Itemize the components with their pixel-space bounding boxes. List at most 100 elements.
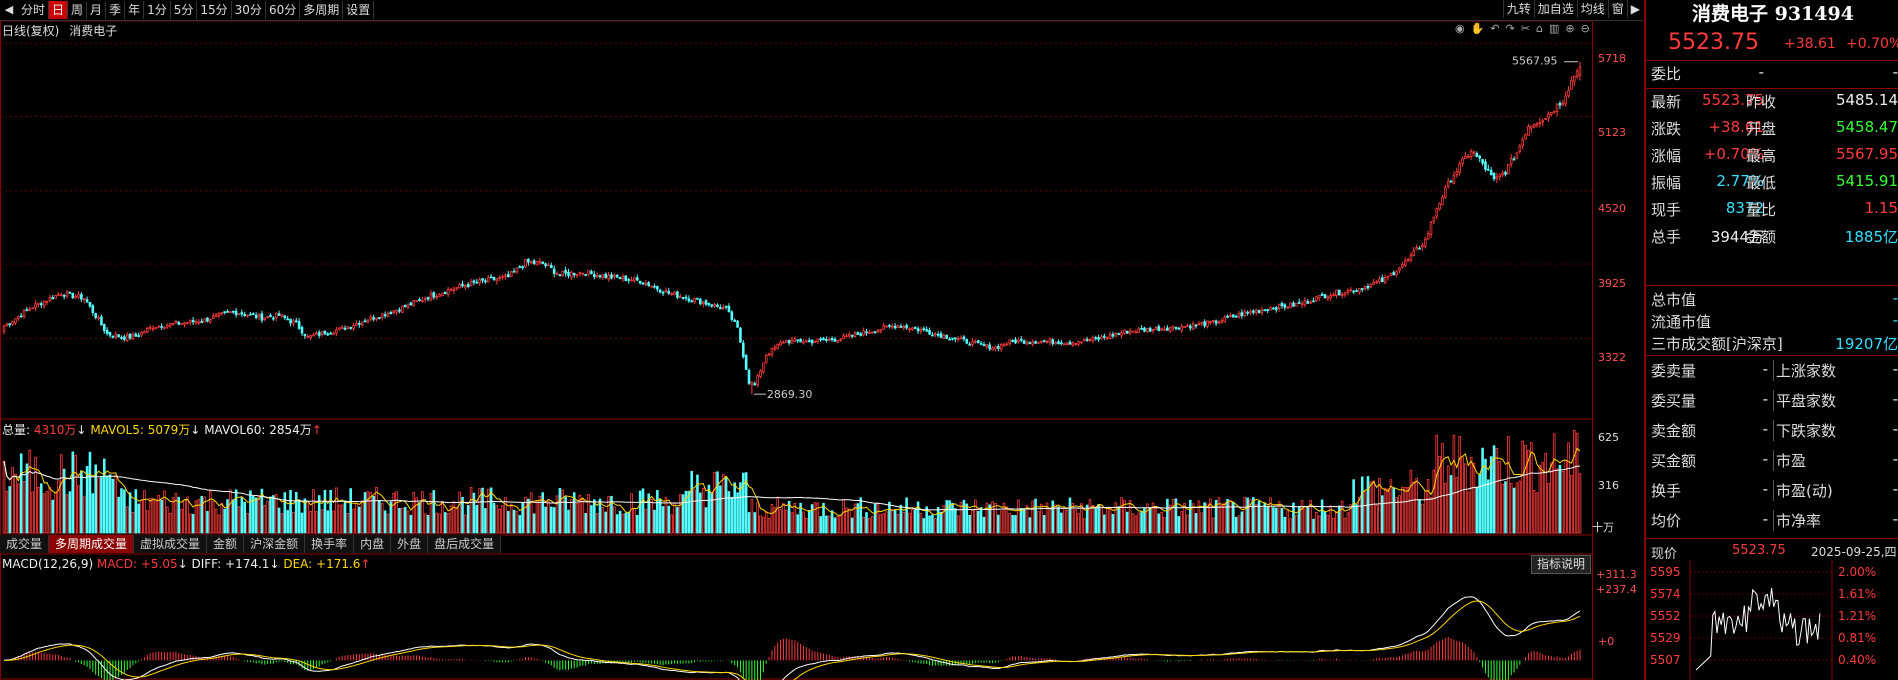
- window-button[interactable]: 窗: [1607, 0, 1627, 18]
- candle-body: [1157, 326, 1161, 332]
- volume-bar: [653, 509, 656, 534]
- hand-icon[interactable]: ✋: [1470, 22, 1485, 35]
- low-mark-label: 2869.30: [767, 388, 813, 401]
- candle-body: [17, 316, 20, 319]
- volume-bar: [839, 515, 843, 534]
- volume-bar: [475, 504, 479, 534]
- indicator-tab-6[interactable]: 内盘: [354, 535, 392, 553]
- indicator-tab-4[interactable]: 沪深金额: [244, 535, 306, 553]
- indicator-tab-8[interactable]: 盘后成交量: [428, 535, 502, 553]
- indicator-tab-0[interactable]: 成交量: [0, 535, 50, 553]
- volume-bar: [1395, 497, 1398, 534]
- mini-intraday-chart[interactable]: 5595 5574 5552 5529 5507 2.00% 1.61% 1.21% 0.81%…: [1646, 560, 1898, 680]
- volume-bar: [306, 500, 310, 534]
- moving-average-button[interactable]: 均线: [1576, 0, 1608, 18]
- scroll-left-icon[interactable]: ◀: [4, 3, 14, 16]
- indicator-tab-5[interactable]: 换手率: [305, 535, 355, 553]
- candle-body: [209, 319, 212, 323]
- volume-bar: [1527, 449, 1530, 534]
- eye-icon[interactable]: ◉: [1455, 22, 1465, 35]
- volume-bar: [504, 497, 507, 534]
- candle-body: [1220, 320, 1224, 324]
- quote-label-right: 最低: [1746, 174, 1777, 192]
- period-button-10[interactable]: 60分: [266, 1, 301, 19]
- period-button-5[interactable]: 年: [125, 1, 145, 19]
- indicator-help-button[interactable]: 指标说明: [1531, 555, 1592, 574]
- period-button-1[interactable]: 日: [49, 1, 69, 19]
- volume-bar: [942, 505, 946, 534]
- volume-bar: [1312, 518, 1315, 534]
- volume-bar: [532, 513, 536, 534]
- candle-body: [429, 293, 433, 301]
- quote-value-left: 2.77%: [1716, 172, 1764, 190]
- candle-body: [1315, 296, 1318, 302]
- candle-body: [1286, 306, 1290, 309]
- undo-icon[interactable]: ↶: [1490, 22, 1500, 35]
- price-tick-5: 3322: [1598, 351, 1626, 364]
- period-button-6[interactable]: 1分: [144, 1, 171, 19]
- candle-body: [1146, 327, 1149, 332]
- candle-body: [154, 327, 158, 330]
- volume-bar: [123, 489, 126, 534]
- candle-body: [974, 340, 977, 343]
- volume-bar: [1363, 491, 1367, 534]
- zoom-out-icon[interactable]: ⊖: [1580, 22, 1590, 35]
- period-button-4[interactable]: 季: [106, 1, 126, 19]
- candle-body: [231, 310, 235, 313]
- period-button-0[interactable]: 分时: [18, 1, 50, 19]
- add-watchlist-button[interactable]: 加自选: [1533, 0, 1577, 18]
- lock-icon[interactable]: ⌂: [1535, 22, 1543, 35]
- period-button-2[interactable]: 周: [68, 1, 88, 19]
- scroll-right-icon[interactable]: ▶: [1626, 0, 1643, 18]
- volume-bar: [1203, 502, 1206, 534]
- candle-body: [286, 318, 289, 321]
- candle-body: [406, 303, 410, 308]
- candle-body: [191, 319, 195, 323]
- period-button-3[interactable]: 月: [87, 1, 107, 19]
- candle-body: [237, 313, 241, 316]
- volume-bar: [1541, 461, 1545, 534]
- panel-change-pct: +0.70%: [1846, 36, 1898, 52]
- candle-body: [1547, 113, 1550, 119]
- period-button-9[interactable]: 30分: [232, 1, 266, 19]
- volume-bar: [1266, 506, 1269, 534]
- volume-bar: [1252, 497, 1255, 534]
- period-button-7[interactable]: 5分: [171, 1, 198, 19]
- period-button-11[interactable]: 多周期: [300, 1, 344, 19]
- volume-bar: [438, 513, 441, 534]
- indicator-tab-2[interactable]: 虚拟成交量: [134, 535, 208, 553]
- redo-icon[interactable]: ↷: [1505, 22, 1515, 35]
- jiuzhuan-button[interactable]: 九转: [1502, 0, 1534, 18]
- volume-bar: [203, 496, 206, 534]
- candle-body: [1206, 320, 1209, 327]
- volume-bar: [1521, 440, 1524, 534]
- candle-body: [1429, 221, 1433, 235]
- volume-bar: [911, 508, 914, 534]
- volume-bar: [595, 513, 599, 534]
- volume-bar: [220, 502, 224, 534]
- trash-icon[interactable]: ▥: [1548, 22, 1560, 35]
- candle-body: [1226, 315, 1229, 318]
- mini-right-tick: 0.81%: [1838, 631, 1876, 645]
- candle-body: [721, 307, 725, 309]
- volume-bar: [873, 503, 877, 534]
- zoom-in-icon[interactable]: ⊕: [1565, 22, 1575, 35]
- volume-bar: [395, 491, 398, 534]
- volume-bar: [1532, 490, 1536, 534]
- indicator-tab-1[interactable]: 多周期成交量: [49, 535, 135, 553]
- weicha-value: -: [1892, 63, 1898, 81]
- stock-chart[interactable]: 5718 5123 4520 3925 3322 625 316 十万 +311…: [0, 21, 1643, 680]
- period-button-12[interactable]: 设置: [343, 1, 375, 19]
- volume-bar: [312, 489, 315, 534]
- order-row: 卖金额 - 下跌家数 -: [1646, 420, 1898, 449]
- candle-body: [899, 325, 903, 328]
- candle-body: [876, 329, 880, 333]
- indicator-tab-7[interactable]: 外盘: [391, 535, 429, 553]
- indicator-tab-3[interactable]: 金额: [207, 535, 245, 553]
- cut-icon[interactable]: ✂: [1520, 22, 1530, 35]
- candle-body: [776, 343, 779, 349]
- volume-bar: [561, 489, 565, 534]
- volume-bar: [1166, 498, 1169, 534]
- period-button-8[interactable]: 15分: [197, 1, 232, 19]
- volume-bar: [1057, 506, 1060, 534]
